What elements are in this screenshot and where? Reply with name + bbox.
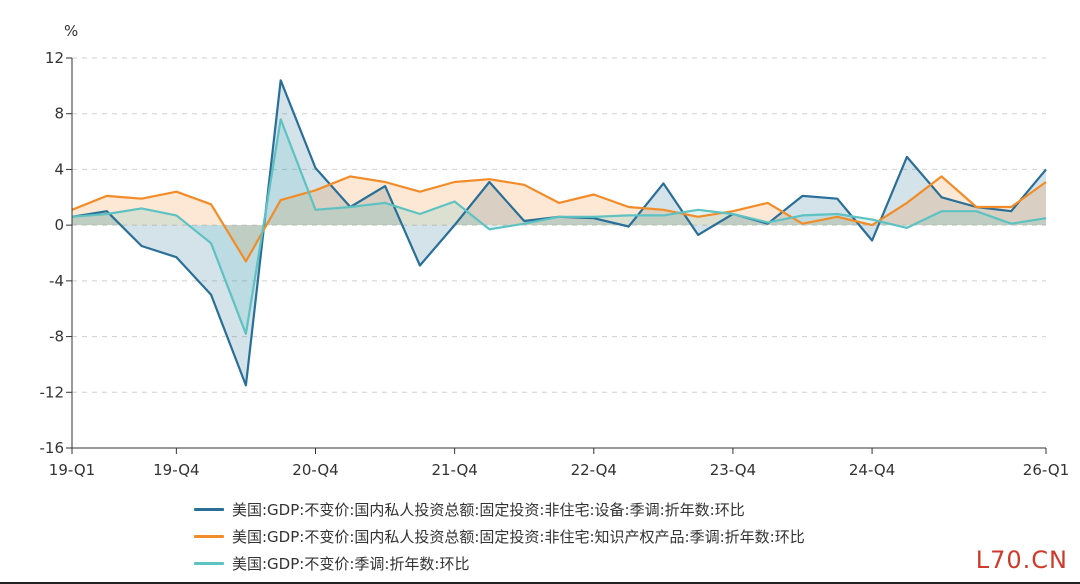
series-line-1 — [71, 175, 1047, 263]
y-tick-label: -4 — [49, 272, 64, 290]
legend-item-equipment: 美国:GDP:不变价:国内私人投资总额:固定投资:非住宅:设备:季调:折年数:环… — [194, 496, 805, 523]
legend-label-equipment: 美国:GDP:不变价:国内私人投资总额:固定投资:非住宅:设备:季调:折年数:环… — [232, 501, 745, 519]
grid-lines — [72, 57, 1046, 393]
y-tick-label: 12 — [45, 49, 64, 67]
series-line-2 — [71, 118, 1047, 335]
x-axis: 19-Q1 19-Q4 20-Q4 21-Q4 22-Q4 23-Q4 24-Q4 26-Q1 — [49, 447, 1069, 479]
series-lines — [71, 79, 1047, 387]
x-tick-label: 19-Q1 — [49, 461, 95, 479]
legend-swatch-ip-products — [194, 535, 224, 538]
line-chart: -16 -12 -8 -4 0 4 8 12 19-Q1 19-Q4 20-Q4 21-Q4 22-Q… — [40, 22, 1070, 479]
x-tick-label: 20-Q4 — [292, 461, 338, 479]
legend: 美国:GDP:不变价:国内私人投资总额:固定投资:非住宅:设备:季调:折年数:环… — [194, 496, 805, 577]
x-tick-label: 24-Q4 — [849, 461, 895, 479]
legend-label-gdp: 美国:GDP:不变价:季调:折年数:环比 — [232, 555, 470, 573]
y-tick-label: -16 — [40, 439, 65, 457]
legend-label-ip-products: 美国:GDP:不变价:国内私人投资总额:固定投资:非住宅:知识产权产品:季调:折… — [232, 528, 805, 546]
area-fills — [72, 80, 1046, 386]
legend-item-ip-products: 美国:GDP:不变价:国内私人投资总额:固定投资:非住宅:知识产权产品:季调:折… — [194, 523, 805, 550]
legend-swatch-gdp — [194, 562, 224, 565]
x-tick-label: 22-Q4 — [571, 461, 617, 479]
legend-swatch-equipment — [194, 508, 224, 511]
y-tick-label: -8 — [49, 328, 64, 346]
watermark-logo: L70.CN — [975, 546, 1068, 574]
x-tick-label: 26-Q1 — [1023, 461, 1069, 479]
y-axis-unit-label: % — [64, 22, 78, 40]
bottom-divider — [0, 582, 1080, 584]
legend-item-gdp: 美国:GDP:不变价:季调:折年数:环比 — [194, 550, 805, 577]
x-tick-label: 19-Q4 — [153, 461, 199, 479]
y-tick-label: -12 — [40, 383, 65, 401]
y-tick-label: 4 — [54, 160, 64, 178]
y-tick-label: 8 — [54, 105, 64, 123]
y-tick-label: 0 — [54, 216, 64, 234]
series-area-1 — [72, 176, 1046, 262]
y-axis: -16 -12 -8 -4 0 4 8 12 — [40, 49, 73, 457]
x-tick-label: 23-Q4 — [710, 461, 756, 479]
x-tick-label: 21-Q4 — [431, 461, 477, 479]
